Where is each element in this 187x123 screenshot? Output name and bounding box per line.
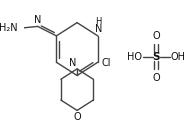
Text: H: H [95, 17, 102, 26]
Text: S: S [153, 52, 160, 62]
Text: H₂N: H₂N [0, 23, 18, 33]
Text: OH: OH [171, 52, 186, 62]
Text: O: O [73, 112, 81, 122]
Text: HO: HO [127, 52, 142, 62]
Text: N: N [34, 15, 41, 25]
Text: Cl: Cl [101, 58, 111, 68]
Text: O: O [153, 73, 160, 83]
Text: O: O [153, 31, 160, 41]
Text: N: N [95, 24, 102, 34]
Text: N: N [69, 58, 76, 68]
